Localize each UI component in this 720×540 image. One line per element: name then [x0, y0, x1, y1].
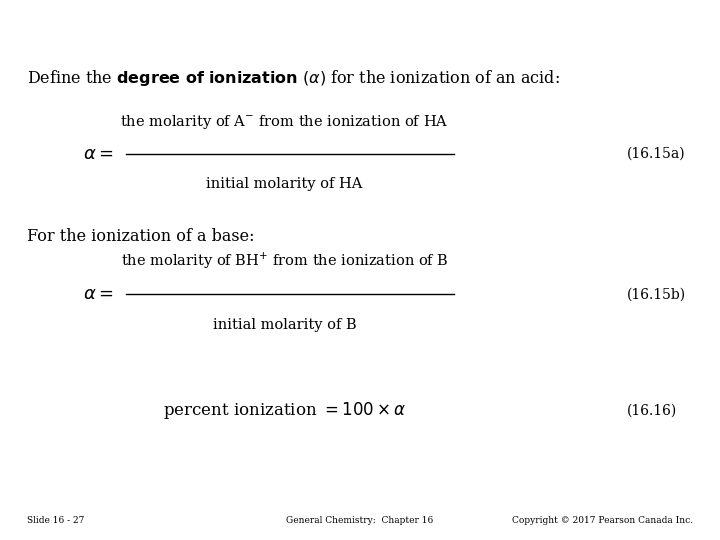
Text: (16.15a): (16.15a): [626, 147, 685, 161]
Text: the molarity of BH$^{+}$ from the ionization of B: the molarity of BH$^{+}$ from the ioniza…: [120, 251, 449, 271]
Text: initial molarity of B: initial molarity of B: [212, 318, 356, 332]
Text: (16.15b): (16.15b): [626, 287, 685, 301]
Text: General Chemistry:  Chapter 16: General Chemistry: Chapter 16: [287, 516, 433, 525]
Text: For the ionization of a base:: For the ionization of a base:: [27, 228, 255, 245]
Text: Copyright © 2017 Pearson Canada Inc.: Copyright © 2017 Pearson Canada Inc.: [511, 516, 693, 525]
Text: $\alpha =$: $\alpha =$: [83, 285, 113, 303]
Text: the molarity of A$^{-}$ from the ionization of HA: the molarity of A$^{-}$ from the ionizat…: [120, 113, 449, 131]
Text: Slide 16 - 27: Slide 16 - 27: [27, 516, 85, 525]
Text: Define the $\mathbf{degree\ of\ ionization}$ $(\alpha)$ for the ionization of an: Define the $\mathbf{degree\ of\ ionizati…: [27, 68, 560, 87]
Text: percent ionization $=100\times\alpha$: percent ionization $=100\times\alpha$: [163, 400, 406, 421]
Text: (16.16): (16.16): [626, 403, 677, 417]
Text: $\alpha =$: $\alpha =$: [83, 145, 113, 163]
Text: initial molarity of HA: initial molarity of HA: [206, 177, 363, 191]
